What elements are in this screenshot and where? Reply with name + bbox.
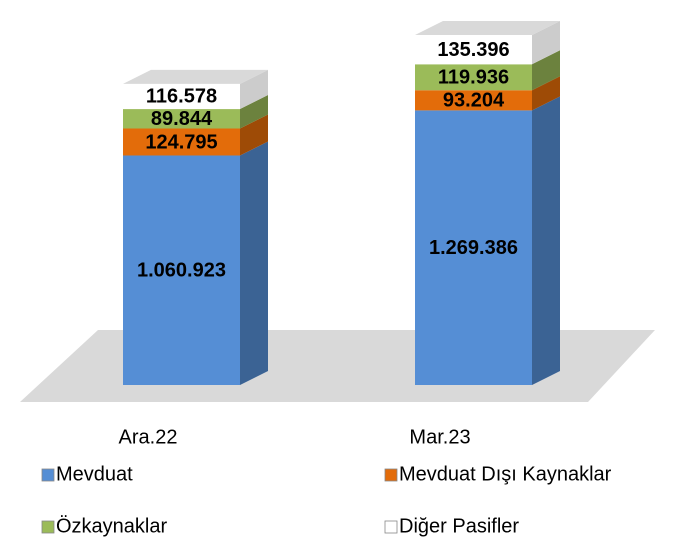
value-label: 1.269.386 xyxy=(429,237,518,259)
legend-label: Özkaynaklar xyxy=(56,515,167,537)
bar-side xyxy=(532,21,560,65)
bar-top xyxy=(415,21,560,35)
bar-side-shade xyxy=(240,114,268,156)
legend-swatch xyxy=(384,468,398,482)
value-label: 93.204 xyxy=(443,90,505,112)
bar xyxy=(123,109,240,129)
bar-top xyxy=(123,69,268,84)
bar-side xyxy=(240,141,268,385)
legend-swatch xyxy=(41,520,55,534)
bar-side-shade xyxy=(240,69,268,110)
bar-side xyxy=(532,76,560,111)
legend-swatch xyxy=(41,468,55,482)
bar-side-shade xyxy=(532,76,560,111)
bar-side xyxy=(240,114,268,156)
bar-side-shade xyxy=(532,96,560,385)
bar xyxy=(415,90,532,111)
bar-side-shade xyxy=(532,50,560,91)
bar-side-shade xyxy=(240,95,268,129)
bar-side xyxy=(240,69,268,110)
value-label: 116.578 xyxy=(146,86,217,108)
bar-side-shade xyxy=(532,21,560,65)
bar xyxy=(123,83,240,110)
legend-label: Mevduat Dışı Kaynaklar xyxy=(399,463,612,485)
bar xyxy=(415,64,532,91)
bar xyxy=(123,155,240,385)
legend-label: Mevduat xyxy=(56,463,133,485)
bar xyxy=(415,35,532,65)
legend-label: Diğer Pasifler xyxy=(399,515,519,537)
x-tick-label: Mar.23 xyxy=(409,426,470,448)
value-label: 124.795 xyxy=(145,131,217,153)
x-tick-label: Ara.22 xyxy=(119,426,178,448)
bar-side xyxy=(532,96,560,385)
legend-swatch xyxy=(384,520,398,534)
bar-side xyxy=(532,50,560,91)
bar xyxy=(415,110,532,385)
bar-side xyxy=(240,95,268,129)
value-label: 119.936 xyxy=(438,67,509,89)
value-label: 1.060.923 xyxy=(137,260,226,282)
bar-side-shade xyxy=(240,141,268,385)
bar xyxy=(123,128,240,156)
value-label: 135.396 xyxy=(437,39,509,61)
value-label: 89.844 xyxy=(151,108,213,130)
